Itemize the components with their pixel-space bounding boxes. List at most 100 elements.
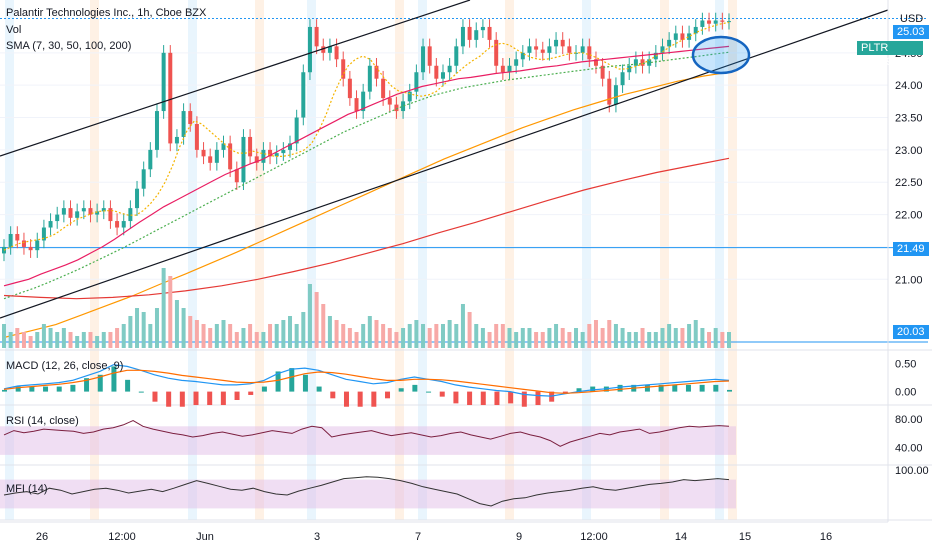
candle-body (647, 59, 652, 66)
candle-body (487, 26, 492, 40)
macd-histogram-bar (343, 391, 349, 407)
macd-histogram-bar (220, 391, 226, 406)
candle-body (281, 149, 286, 154)
volume-bar (427, 328, 432, 348)
macd-histogram-bar (685, 384, 691, 392)
volume-bar (307, 284, 312, 348)
candle-body (374, 65, 379, 79)
volume-bar (540, 332, 545, 348)
volume-bar (141, 312, 146, 348)
candle-body (554, 39, 559, 47)
trend-line-lower (0, 9, 889, 319)
candle-body (467, 26, 472, 40)
volume-bar (15, 328, 20, 348)
macd-histogram-bar (166, 391, 172, 407)
candle-body (613, 85, 618, 105)
volume-bar (514, 332, 519, 348)
volume-bar (633, 332, 638, 348)
rsi-line (3, 420, 730, 447)
macd-histogram-bar (508, 391, 514, 404)
volume-bar (527, 328, 532, 348)
candle-body (514, 59, 519, 66)
candle-body (414, 72, 419, 92)
candle-body (454, 46, 459, 66)
volume-bar (188, 316, 193, 348)
candle-body (41, 227, 46, 241)
macd-histogram-bar (617, 384, 623, 392)
volume-bar (447, 320, 452, 348)
volume-bar (121, 324, 126, 348)
volume-bar (148, 324, 153, 348)
currency-label: USD (900, 13, 924, 25)
candle-body (474, 30, 479, 40)
candle-body (627, 65, 632, 73)
x-tick-label: 12:00 (108, 531, 136, 543)
volume-bar (707, 332, 712, 348)
macd-histogram-bar (207, 391, 213, 406)
candle-body (241, 136, 246, 183)
macd-histogram-bar (398, 388, 404, 392)
macd-line (3, 364, 730, 397)
macd-histogram-bar (179, 391, 185, 407)
candle-body (301, 72, 306, 118)
session-stripe (395, 0, 404, 520)
candle-body (354, 98, 359, 112)
candle-body (700, 20, 705, 27)
volume-bar (8, 332, 13, 348)
volume-bar (587, 324, 592, 348)
volume-bar (494, 324, 499, 348)
candle-body (567, 46, 572, 53)
volume-bar (161, 268, 166, 348)
volume-bar (381, 324, 386, 348)
x-tick-label: 7 (415, 531, 421, 543)
candle-body (667, 39, 672, 47)
volume-bar (460, 304, 465, 348)
candle-body (268, 149, 273, 157)
candle-body (693, 26, 698, 34)
candle-body (28, 246, 33, 251)
volume-bar (21, 332, 26, 348)
volume-bar (401, 328, 406, 348)
candle-body (713, 20, 718, 24)
volume-bar (248, 324, 253, 348)
volume-bar (168, 276, 173, 348)
session-stripe (418, 0, 427, 520)
candle-body (527, 46, 532, 53)
volume-bar (627, 332, 632, 348)
sma-line (3, 71, 730, 339)
volume-bar (88, 332, 93, 348)
macd-histogram-bar (43, 386, 49, 392)
volume-bar (108, 332, 113, 348)
rsi-legend: RSI (14, close) (6, 415, 79, 427)
macd-histogram-bar (275, 371, 281, 392)
volume-bar (727, 332, 731, 348)
high-line-badge: 25.03 (893, 25, 929, 39)
volume-bar (321, 304, 326, 348)
macd-histogram-bar (644, 384, 650, 392)
candle-body (274, 153, 279, 157)
volume-bar (361, 324, 366, 348)
mfi-legend: MFI (14) (6, 483, 48, 495)
session-stripe (715, 0, 724, 520)
candle-body (534, 46, 539, 50)
volume-bar (574, 328, 579, 348)
candle-body (560, 39, 565, 47)
candle-body (447, 65, 452, 73)
macd-legend: MACD (12, 26, close, 9) (6, 360, 124, 372)
volume-bar (480, 328, 485, 348)
volume-bar (613, 324, 618, 348)
macd-histogram-bar (590, 386, 596, 392)
candle-body (607, 78, 612, 105)
volume-bar (440, 324, 445, 348)
volume-bar (154, 308, 159, 348)
session-stripe (660, 0, 669, 520)
candle-body (547, 46, 552, 53)
x-tick-label: 3 (314, 531, 320, 543)
volume-bar (580, 332, 585, 348)
volume-bar (640, 328, 645, 348)
candle-body (61, 208, 66, 215)
macd-histogram-bar (193, 391, 199, 406)
x-tick-label: 16 (820, 531, 832, 543)
volume-bar (554, 324, 559, 348)
